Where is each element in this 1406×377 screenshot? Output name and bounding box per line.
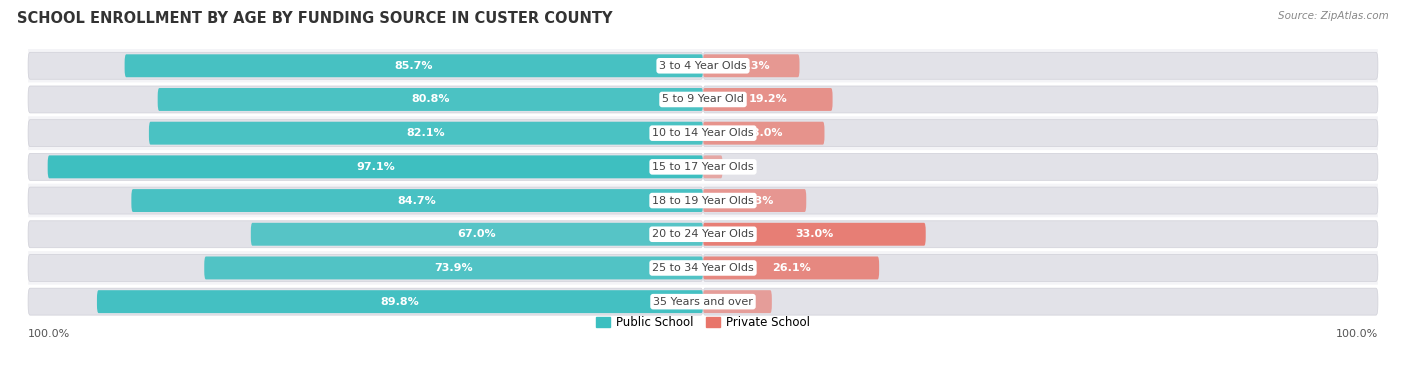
Text: 18.0%: 18.0% — [745, 128, 783, 138]
FancyBboxPatch shape — [131, 189, 703, 212]
FancyBboxPatch shape — [157, 88, 703, 111]
Text: 67.0%: 67.0% — [457, 229, 496, 239]
Text: 14.3%: 14.3% — [733, 61, 770, 71]
Text: 89.8%: 89.8% — [381, 297, 419, 307]
Text: 80.8%: 80.8% — [411, 95, 450, 104]
FancyBboxPatch shape — [250, 223, 703, 246]
FancyBboxPatch shape — [703, 88, 832, 111]
FancyBboxPatch shape — [28, 285, 1378, 319]
FancyBboxPatch shape — [28, 52, 703, 79]
FancyBboxPatch shape — [703, 155, 723, 178]
FancyBboxPatch shape — [703, 187, 1378, 214]
Text: 25 to 34 Year Olds: 25 to 34 Year Olds — [652, 263, 754, 273]
FancyBboxPatch shape — [28, 83, 1378, 116]
Text: 84.7%: 84.7% — [398, 196, 436, 205]
FancyBboxPatch shape — [703, 223, 925, 246]
Text: 82.1%: 82.1% — [406, 128, 446, 138]
Text: SCHOOL ENROLLMENT BY AGE BY FUNDING SOURCE IN CUSTER COUNTY: SCHOOL ENROLLMENT BY AGE BY FUNDING SOUR… — [17, 11, 613, 26]
Text: 18 to 19 Year Olds: 18 to 19 Year Olds — [652, 196, 754, 205]
FancyBboxPatch shape — [703, 189, 806, 212]
Text: 19.2%: 19.2% — [748, 95, 787, 104]
Text: 15.3%: 15.3% — [735, 196, 773, 205]
FancyBboxPatch shape — [703, 120, 1378, 147]
FancyBboxPatch shape — [204, 256, 703, 279]
Text: 5 to 9 Year Old: 5 to 9 Year Old — [662, 95, 744, 104]
Text: 10.2%: 10.2% — [718, 297, 756, 307]
FancyBboxPatch shape — [703, 52, 1378, 79]
FancyBboxPatch shape — [28, 184, 1378, 218]
FancyBboxPatch shape — [125, 54, 703, 77]
FancyBboxPatch shape — [703, 54, 800, 77]
Text: 85.7%: 85.7% — [395, 61, 433, 71]
Text: 100.0%: 100.0% — [28, 329, 70, 339]
FancyBboxPatch shape — [703, 86, 1378, 113]
FancyBboxPatch shape — [28, 218, 1378, 251]
FancyBboxPatch shape — [703, 288, 1378, 315]
FancyBboxPatch shape — [28, 288, 703, 315]
Text: 35 Years and over: 35 Years and over — [652, 297, 754, 307]
FancyBboxPatch shape — [28, 254, 703, 281]
Text: Source: ZipAtlas.com: Source: ZipAtlas.com — [1278, 11, 1389, 21]
FancyBboxPatch shape — [703, 256, 879, 279]
FancyBboxPatch shape — [28, 187, 703, 214]
FancyBboxPatch shape — [28, 116, 1378, 150]
FancyBboxPatch shape — [28, 86, 703, 113]
Text: 33.0%: 33.0% — [796, 229, 834, 239]
Text: 73.9%: 73.9% — [434, 263, 472, 273]
Text: 26.1%: 26.1% — [772, 263, 810, 273]
FancyBboxPatch shape — [28, 221, 703, 248]
FancyBboxPatch shape — [28, 251, 1378, 285]
FancyBboxPatch shape — [703, 221, 1378, 248]
FancyBboxPatch shape — [28, 49, 1378, 83]
FancyBboxPatch shape — [703, 153, 1378, 180]
Text: 2.9%: 2.9% — [697, 162, 728, 172]
FancyBboxPatch shape — [703, 122, 824, 145]
Text: 10 to 14 Year Olds: 10 to 14 Year Olds — [652, 128, 754, 138]
FancyBboxPatch shape — [28, 150, 1378, 184]
FancyBboxPatch shape — [703, 254, 1378, 281]
Legend: Public School, Private School: Public School, Private School — [592, 312, 814, 334]
FancyBboxPatch shape — [28, 153, 703, 180]
Text: 97.1%: 97.1% — [356, 162, 395, 172]
FancyBboxPatch shape — [703, 290, 772, 313]
Text: 15 to 17 Year Olds: 15 to 17 Year Olds — [652, 162, 754, 172]
Text: 100.0%: 100.0% — [1336, 329, 1378, 339]
FancyBboxPatch shape — [97, 290, 703, 313]
FancyBboxPatch shape — [149, 122, 703, 145]
FancyBboxPatch shape — [48, 155, 703, 178]
Text: 3 to 4 Year Olds: 3 to 4 Year Olds — [659, 61, 747, 71]
FancyBboxPatch shape — [28, 120, 703, 147]
Text: 20 to 24 Year Olds: 20 to 24 Year Olds — [652, 229, 754, 239]
